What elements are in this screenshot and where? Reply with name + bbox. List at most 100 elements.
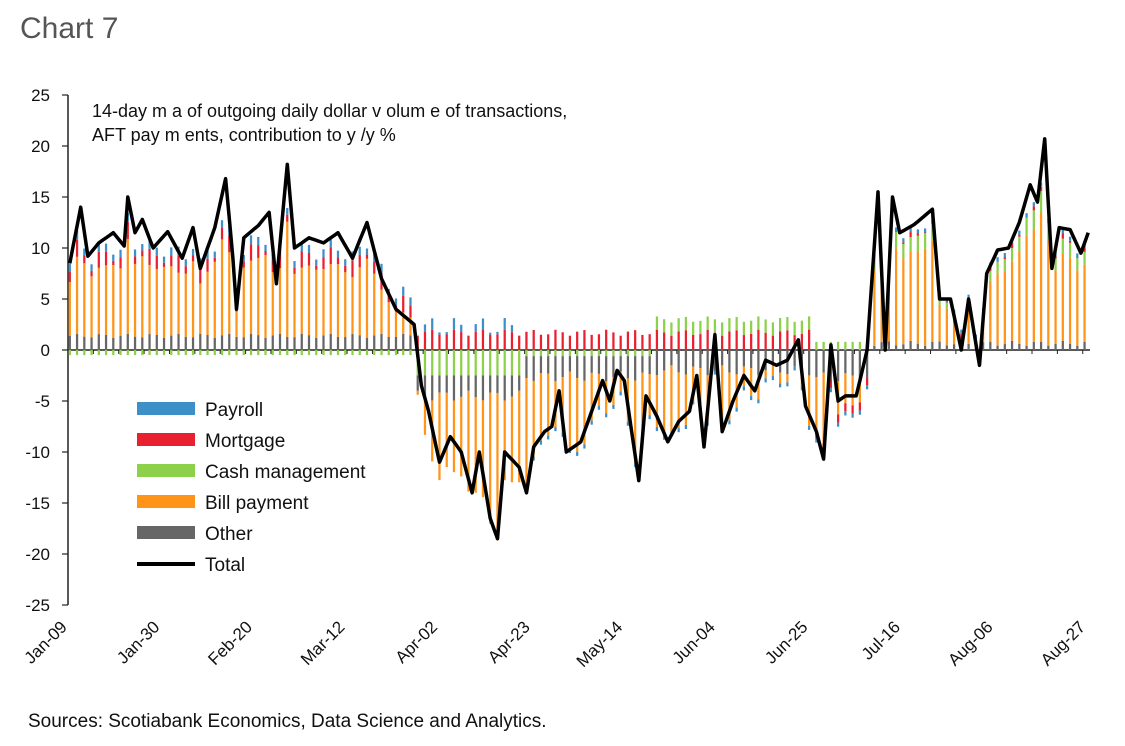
bar-cash-management [481,350,485,376]
bar-cash-management [155,350,158,356]
bar-other [1047,345,1050,350]
bar-cash-management [923,232,927,249]
bar-cash-management [278,350,282,356]
bar-mortgage [539,334,543,350]
bar-bill-payment [699,368,702,416]
bar-payroll [336,250,340,258]
bar-mortgage [423,331,427,350]
bar-mortgage [786,330,789,350]
bar-bill-payment [873,269,876,346]
bar-mortgage [249,244,253,261]
bar-cash-management [75,350,79,356]
bar-mortgage [264,251,267,256]
bar-cash-management [329,350,332,356]
bar-other [213,337,216,350]
bar-payroll [220,220,224,229]
bar-other [713,350,717,371]
bar-payroll [104,243,108,252]
bar-mortgage [837,414,840,423]
bar-mortgage [561,332,564,350]
x-tick-label: Mar-12 [297,617,349,669]
bar-payroll [510,325,514,333]
bar-cash-management [460,350,463,376]
bar-mortgage [677,331,680,350]
bar-cash-management [402,350,405,356]
bar-bill-payment [844,373,847,404]
bar-payroll [1061,229,1064,234]
bar-mortgage [300,251,303,268]
bar-bill-payment [460,396,463,477]
bar-mortgage [373,261,376,274]
bar-payroll [597,405,601,410]
bar-other [706,350,709,376]
bar-bill-payment [1010,261,1014,341]
y-tick-label: 5 [41,290,50,309]
bar-cash-management [605,350,608,357]
x-tick-label: Jun-04 [669,617,719,667]
bar-payroll [684,424,688,429]
bar-bill-payment [815,377,818,431]
x-tick-label: Jun-25 [761,617,811,667]
bar-payroll [894,227,898,232]
bar-cash-management [409,350,412,356]
bar-cash-management [641,350,644,357]
bar-other [438,375,441,393]
bar-bill-payment [351,277,354,334]
bar-mortgage [568,335,572,350]
bar-other [605,356,608,382]
bar-other [1076,345,1079,350]
bar-bill-payment [191,261,195,338]
bar-other [112,337,115,350]
bar-other [271,335,274,350]
legend-label: Total [205,555,245,576]
bar-mortgage [75,239,79,257]
bar-other [815,350,818,378]
bar-payroll [496,331,499,335]
bar-bill-payment [438,392,441,481]
bar-payroll [184,259,187,267]
bar-mortgage [865,377,869,386]
bar-mortgage [728,331,731,350]
bar-other [539,356,543,374]
bar-cash-management [307,350,311,356]
bar-other [155,334,158,350]
bar-bill-payment [996,273,999,346]
bar-bill-payment [402,312,405,334]
bar-mortgage [329,247,332,265]
bar-cash-management [373,350,376,356]
bar-mortgage [829,380,832,389]
bar-payroll [293,261,296,268]
bar-cash-management [663,319,666,333]
bar-payroll [242,254,245,262]
bar-payroll [923,228,927,233]
bar-cash-management [764,319,767,333]
bar-other [416,375,419,391]
bar-cash-management [170,350,173,356]
bar-other [677,350,680,373]
bar-other [547,356,550,374]
bar-other [220,335,224,350]
bar-bill-payment [605,381,608,414]
bar-mortgage [90,270,93,277]
legend-label: Bill payment [205,493,309,514]
bar-mortgage [721,335,724,350]
bar-cash-management [648,350,651,357]
bar-cash-management [503,350,506,376]
bar-other [300,333,303,350]
bar-cash-management [1010,248,1014,262]
bar-cash-management [213,350,216,356]
bar-other [402,333,405,350]
bar-other [242,337,245,350]
bar-cash-management [83,350,86,356]
bar-bill-payment [242,267,245,338]
bar-bill-payment [75,256,79,334]
bar-mortgage [271,260,274,273]
bar-payroll [213,251,216,258]
bar-other [793,350,796,367]
bar-mortgage [902,242,905,244]
bar-other [351,333,354,350]
bar-payroll [713,370,717,375]
bar-cash-management [199,350,202,356]
bar-payroll [438,332,441,335]
bar-bill-payment [177,272,180,334]
